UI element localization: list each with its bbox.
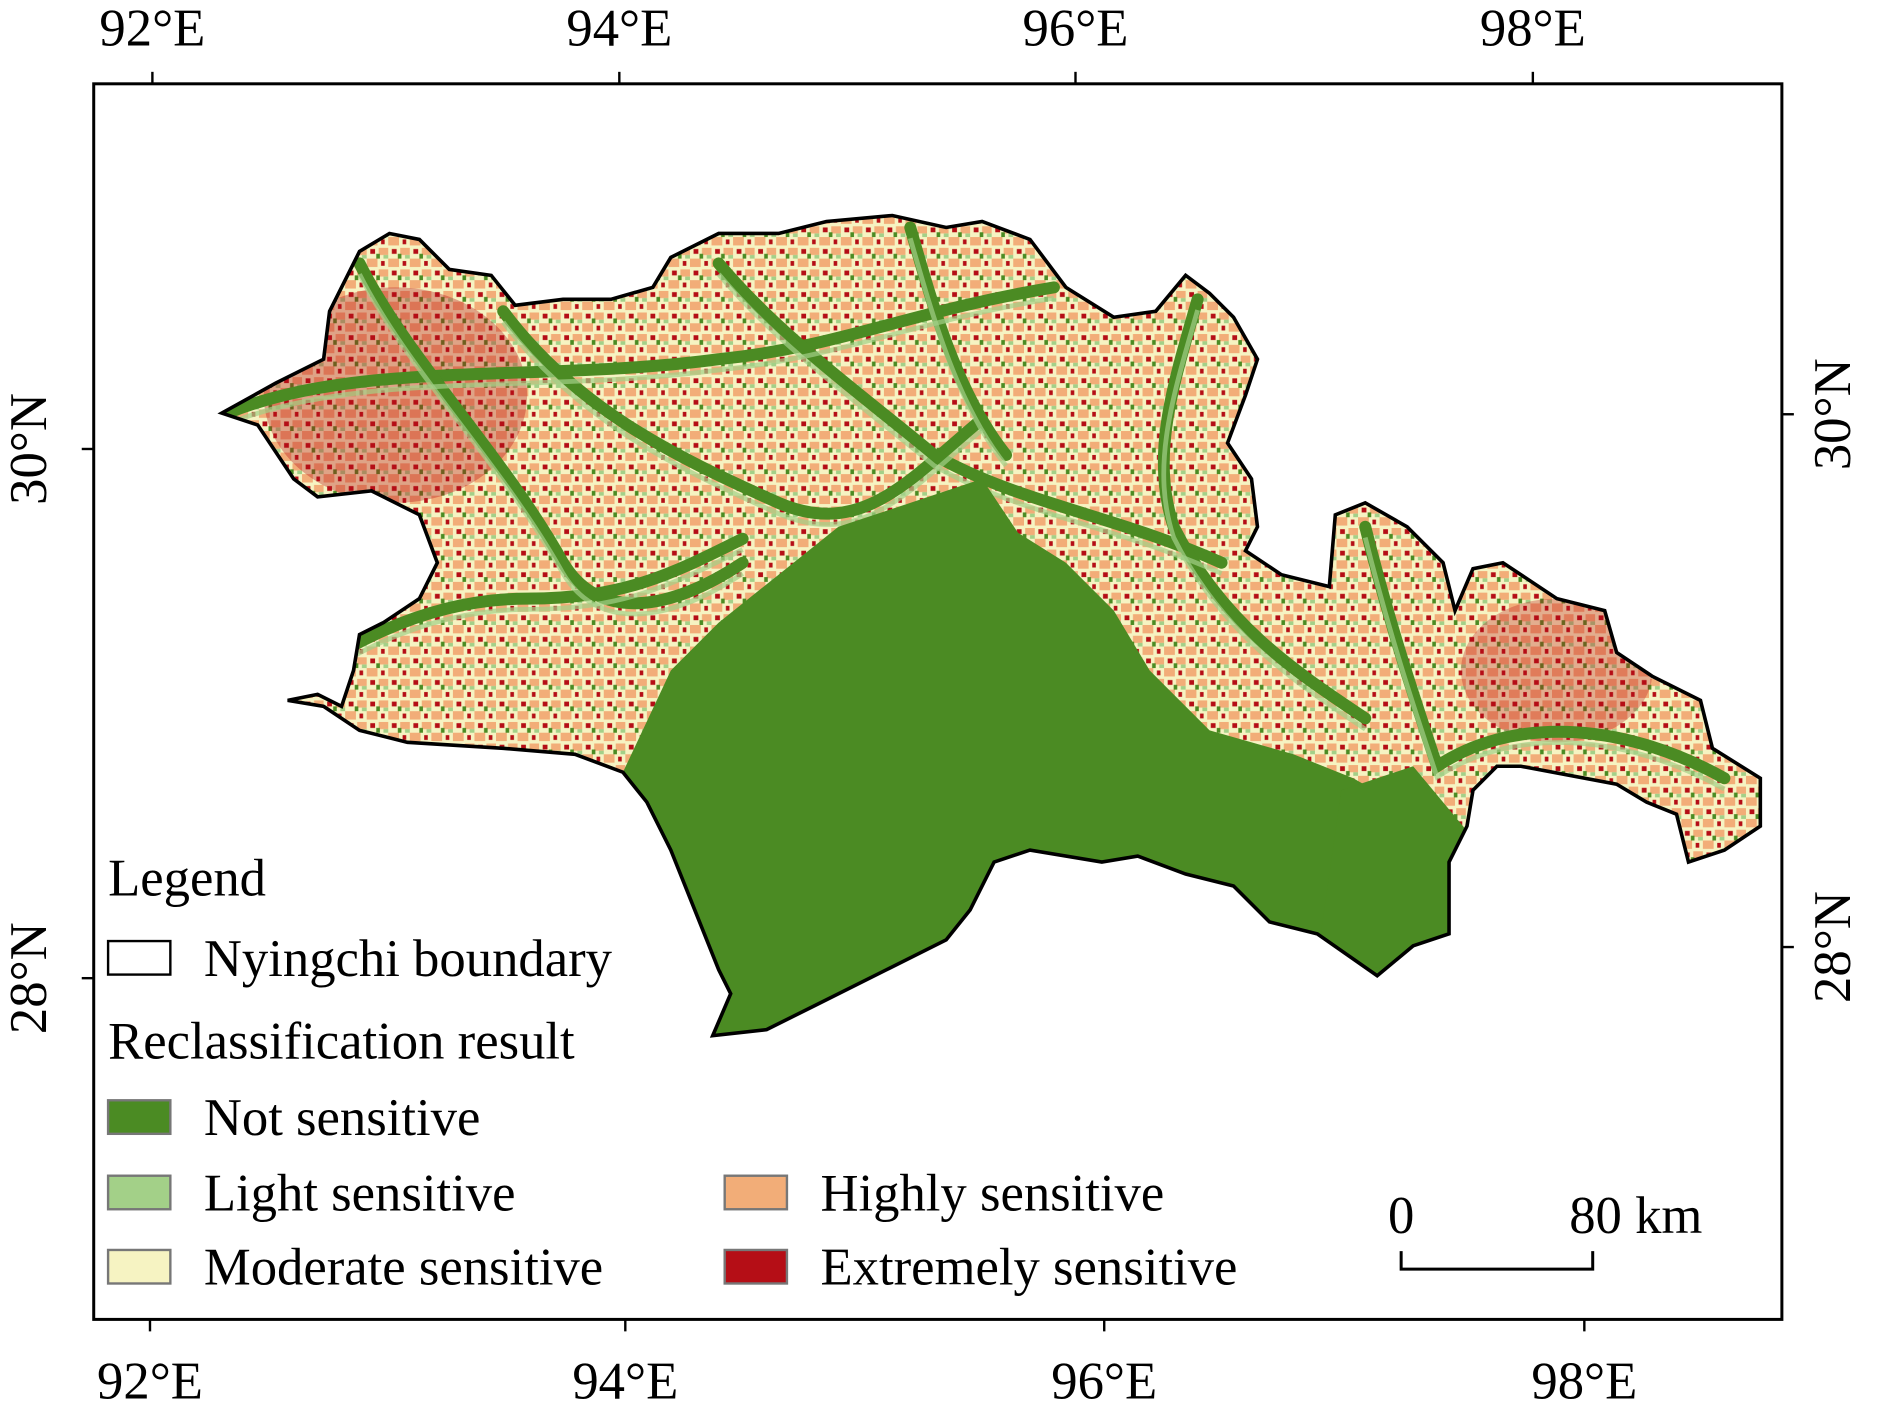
valley (353, 257, 749, 610)
left-lat-label: 28°N (0, 922, 58, 1034)
bottom-lon-label: 94°E (572, 1352, 678, 1408)
valley-edge (716, 272, 1223, 576)
valley (712, 257, 1228, 569)
legend-label: Extremely sensitive (820, 1239, 1237, 1297)
valley (497, 305, 989, 520)
legend-swatch (106, 1248, 172, 1285)
legend-label: Moderate sensitive (204, 1239, 603, 1297)
scale-bar (1399, 1251, 1595, 1271)
valley (221, 281, 1060, 420)
valley (904, 221, 1013, 461)
extreme-zone (263, 287, 528, 503)
valley-edge (226, 295, 1055, 427)
legend-label: Not sensitive (204, 1089, 481, 1147)
top-lon-label: 94°E (566, 0, 672, 57)
extreme-zone (1461, 598, 1653, 743)
legend-boundary: Nyingchi boundary (204, 930, 613, 988)
left-lat-label: 30°N (0, 393, 58, 505)
legend-swatch (723, 1174, 789, 1211)
valley-edge (310, 547, 744, 684)
valley (1359, 520, 1731, 785)
valley-edge (1362, 536, 1726, 792)
top-lon-label: 98°E (1480, 0, 1586, 57)
valley-edge (1161, 309, 1367, 732)
legend-classes: Not sensitive Light sensitive Moderate sen… (106, 1089, 1237, 1297)
legend-label: Highly sensitive (820, 1164, 1164, 1222)
valley-edge (357, 273, 744, 617)
right-lat-label: 28°N (1804, 891, 1862, 1003)
bottom-lon-label: 96°E (1051, 1352, 1157, 1408)
top-lon-label: 92°E (99, 0, 205, 57)
legend-swatch (723, 1248, 789, 1285)
boundary-swatch (106, 939, 172, 976)
valley-edge (501, 320, 984, 527)
top-lon-label: 96°E (1023, 0, 1129, 57)
valley (1157, 293, 1372, 725)
scale-end: 80 km (1569, 1187, 1702, 1245)
legend-swatch (106, 1099, 172, 1136)
legend-label: Light sensitive (204, 1164, 516, 1222)
valley-edge (907, 237, 1008, 468)
lowland-east (1317, 766, 1473, 982)
map-frame (92, 82, 1784, 1321)
valley (305, 532, 749, 677)
scale-start: 0 (1388, 1187, 1414, 1245)
right-lat-label: 30°N (1804, 358, 1862, 470)
legend-swatch (106, 1174, 172, 1211)
bottom-lon-label: 92°E (97, 1352, 203, 1408)
legend-group-title: Reclassification result (108, 1012, 575, 1070)
legend-title: Legend (108, 850, 266, 908)
bottom-lon-label: 98°E (1531, 1352, 1637, 1408)
